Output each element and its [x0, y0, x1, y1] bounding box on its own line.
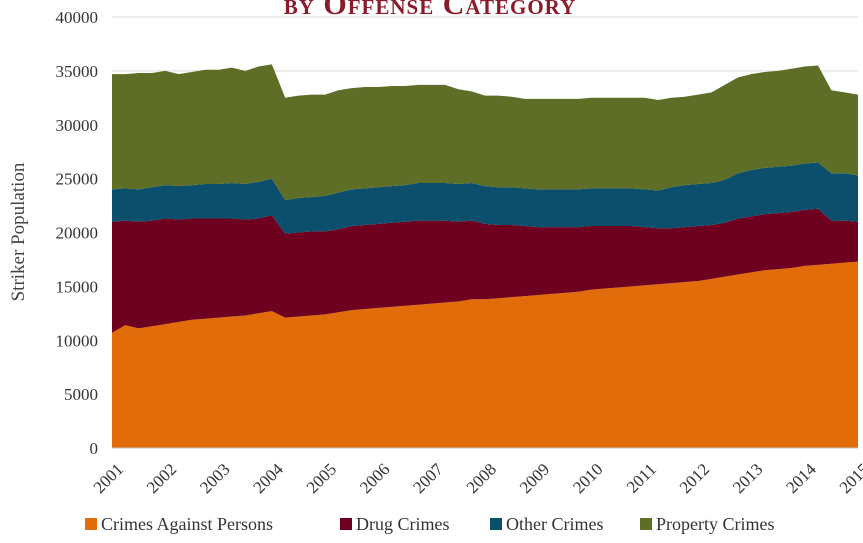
y-tick-label: 15000	[56, 277, 99, 296]
legend: Crimes Against Persons Drug Crimes Other C…	[85, 514, 775, 534]
x-tick-label: 2011	[623, 460, 660, 497]
x-axis-ticks: 2001 2002 2003 2004 2005 2006 2007 2008 2009 2010…	[90, 448, 863, 497]
y-tick-label: 30000	[56, 116, 99, 135]
x-tick-label: 2012	[676, 460, 713, 497]
legend-label: Drug Crimes	[356, 514, 450, 534]
x-tick-label: 2015	[836, 460, 863, 497]
x-tick-label: 2003	[196, 460, 233, 497]
y-tick-label: 40000	[56, 8, 99, 27]
y-tick-label: 20000	[56, 224, 99, 243]
x-tick-label: 2002	[143, 460, 180, 497]
y-tick-label: 5000	[64, 385, 98, 404]
legend-label: Property Crimes	[656, 514, 775, 534]
legend-label: Other Crimes	[506, 514, 603, 534]
legend-swatch	[490, 518, 502, 530]
legend-label: Crimes Against Persons	[101, 514, 273, 534]
x-tick-label: 2014	[782, 459, 820, 497]
y-axis-ticks: 0 5000 10000 15000 20000 25000 30000 35000 40000	[56, 8, 99, 458]
x-tick-label: 2008	[463, 460, 500, 497]
x-tick-label: 2009	[516, 460, 553, 497]
x-tick-label: 2004	[249, 459, 287, 497]
legend-swatch	[85, 518, 97, 530]
x-tick-label: 2007	[409, 459, 447, 497]
chart-title: by Offense Category	[284, 0, 577, 21]
y-tick-label: 25000	[56, 170, 99, 189]
x-tick-label: 2001	[90, 460, 127, 497]
y-tick-label: 35000	[56, 62, 99, 81]
area-series-group	[112, 64, 858, 448]
x-tick-label: 2010	[569, 460, 606, 497]
y-tick-label: 0	[90, 439, 99, 458]
y-tick-label: 10000	[56, 331, 99, 350]
y-axis-label: Striker Population	[8, 162, 29, 301]
legend-swatch	[640, 518, 652, 530]
x-tick-label: 2013	[729, 460, 766, 497]
x-tick-label: 2005	[303, 460, 340, 497]
legend-swatch	[340, 518, 352, 530]
x-tick-label: 2006	[356, 460, 393, 497]
